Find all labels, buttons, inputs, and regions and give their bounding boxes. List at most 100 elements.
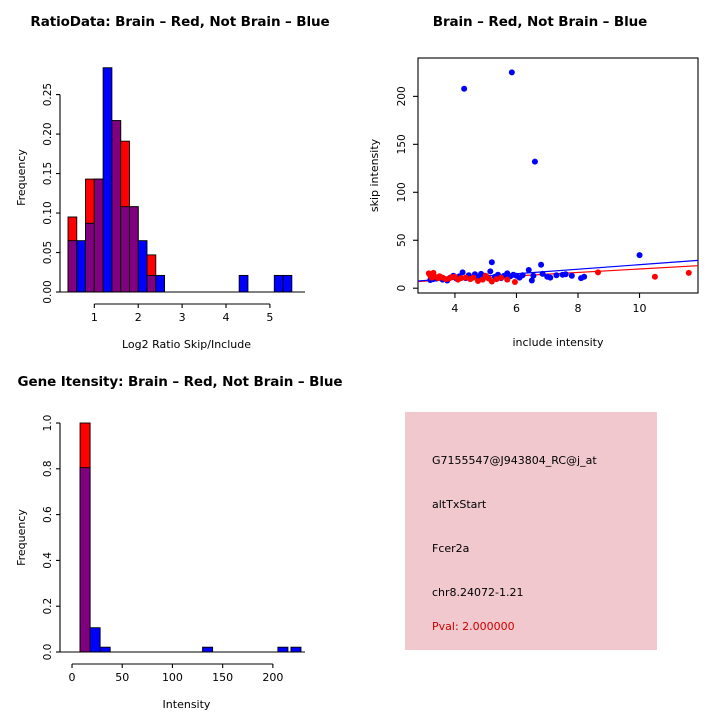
scatter-point — [475, 278, 481, 285]
y-axis-tick-label: 0.2 — [42, 598, 54, 615]
scatter-point — [539, 270, 546, 277]
scatter-point — [568, 272, 575, 279]
scatter-point — [581, 273, 588, 280]
x-axis-tick-label: 10 — [633, 302, 647, 315]
histogram-bar-overlap — [111, 120, 122, 293]
y-axis-tick-label: 150 — [396, 134, 408, 154]
histogram-bar — [277, 646, 289, 653]
scatter-point — [487, 268, 494, 275]
y-axis-label: Frequency — [15, 149, 28, 206]
scatter-point — [685, 269, 692, 276]
x-axis-tick-label: 6 — [513, 302, 520, 315]
y-axis-tick-label: 0.0 — [42, 644, 54, 661]
x-axis-label: Log2 Ratio Skip/Include — [122, 338, 251, 351]
scatter-point — [553, 272, 560, 279]
histogram-bar-overlap — [128, 206, 139, 293]
histogram-bar — [76, 240, 87, 293]
y-axis-tick-label: 0.6 — [42, 506, 54, 523]
panel-gene-info: G7155547@J943804_RC@j_at altTxStart Fcer… — [360, 360, 720, 720]
axes: 0 50 100 150 200 4 6 8 10 include intensity skip i… — [368, 86, 647, 349]
event-type-label: altTxStart — [432, 498, 487, 511]
histogram-bar — [273, 274, 284, 293]
scatter-point — [461, 85, 468, 92]
x-axis-tick-label: 200 — [262, 671, 283, 684]
panel-scatter: Brain – Red, Not Brain – Blue 0 50 100 150 2… — [360, 0, 720, 360]
scatter-point — [508, 69, 515, 76]
scatter-point — [511, 278, 518, 285]
scatter-point — [504, 276, 511, 283]
y-axis-tick-label: 0.15 — [42, 162, 54, 185]
x-axis-tick-label: 150 — [212, 671, 233, 684]
histogram-bar — [89, 627, 101, 653]
histogram-bar-overlap — [85, 222, 95, 293]
scatter-point — [528, 277, 535, 284]
y-axis-tick-label: 1.0 — [42, 415, 54, 432]
histogram-bar — [102, 67, 113, 293]
axes: 0.0 0.2 0.4 0.6 0.8 1.0 0 50 100 150 200 Intensity F… — [15, 415, 305, 711]
x-axis-tick-label: 0 — [69, 671, 76, 684]
panel-ratio-histogram: RatioData: Brain – Red, Not Brain – Blue… — [0, 0, 360, 360]
y-axis-tick-label: 0.20 — [42, 122, 54, 145]
x-axis-label: include intensity — [512, 336, 604, 349]
y-axis-tick-label: 50 — [396, 234, 408, 247]
scatter-point — [488, 278, 495, 285]
scatter-point — [651, 273, 658, 280]
scatter-point — [538, 261, 545, 268]
scatter-point — [562, 271, 569, 278]
scatter-point — [459, 269, 466, 276]
histogram-bars — [79, 422, 302, 653]
locus-label: chr8.24072-1.21 — [432, 586, 524, 599]
y-axis-tick-label: 200 — [396, 86, 408, 106]
scatter-point — [458, 275, 465, 282]
histogram-bar — [282, 274, 293, 293]
scatter-point — [547, 274, 554, 281]
histogram-bar — [290, 646, 302, 653]
y-axis-label: Frequency — [15, 509, 28, 566]
scatter-point — [519, 272, 526, 279]
y-axis-tick-label: 100 — [396, 182, 408, 202]
scatter-point — [493, 276, 500, 283]
histogram-bar-overlap — [146, 274, 157, 293]
y-axis-tick-label: 0.05 — [42, 241, 54, 264]
scatter-point — [595, 269, 601, 276]
x-axis-tick-label: 1 — [91, 311, 98, 324]
scatter-title: Brain – Red, Not Brain – Blue — [432, 14, 648, 30]
histogram-bar — [202, 646, 214, 653]
x-axis-tick-label: 8 — [575, 302, 582, 315]
scatter-point — [530, 272, 537, 279]
scatter-point — [531, 158, 538, 165]
histogram-bar-overlap — [67, 240, 78, 293]
x-axis-tick-label: 4 — [451, 302, 458, 315]
y-axis-tick-label: 0.8 — [42, 460, 54, 477]
ratio-histogram-plot: 0.00 0.05 0.10 0.15 0.20 0.25 1 2 3 4 5 Log2 Ratio … — [15, 67, 305, 351]
gene-histogram-plot: 0.0 0.2 0.4 0.6 0.8 1.0 0 50 100 150 200 Intensity F… — [15, 415, 305, 711]
histogram-bar-overlap — [120, 206, 130, 293]
x-axis-tick-label: 50 — [115, 671, 129, 684]
histogram-bar-overlap — [93, 178, 104, 293]
x-axis-tick-label: 4 — [223, 311, 230, 324]
axes: 0.00 0.05 0.10 0.15 0.20 0.25 1 2 3 4 5 Log2 Ratio … — [15, 83, 305, 351]
y-axis-tick-label: 0.4 — [42, 552, 54, 569]
gene-info-box: G7155547@J943804_RC@j_at altTxStart Fcer… — [405, 412, 657, 650]
x-axis-tick-label: 5 — [266, 311, 273, 324]
histogram-bars — [67, 67, 293, 293]
pval-label: Pval: 2.000000 — [432, 620, 515, 633]
x-axis-tick-label: 100 — [162, 671, 183, 684]
scatter-point — [636, 252, 643, 259]
panel-gene-histogram: Gene Itensity: Brain – Red, Not Brain – … — [0, 360, 360, 720]
probe-id-label: G7155547@J943804_RC@j_at — [432, 454, 597, 467]
y-axis-label: skip intensity — [368, 138, 381, 212]
histogram-bar — [238, 274, 249, 293]
gene-histogram-title: Gene Itensity: Brain – Red, Not Brain – … — [17, 374, 343, 390]
gene-symbol-label: Fcer2a — [432, 542, 470, 555]
scatter-interior — [418, 69, 698, 285]
scatter-point — [525, 266, 532, 273]
y-axis-tick-label: 0.00 — [42, 280, 54, 303]
y-axis-tick-label: 0.25 — [42, 83, 54, 106]
scatter-point — [488, 259, 495, 266]
scatter-point — [462, 274, 469, 281]
histogram-bar — [99, 646, 111, 653]
scatter-point — [498, 274, 505, 281]
x-axis-tick-label: 3 — [179, 311, 186, 324]
